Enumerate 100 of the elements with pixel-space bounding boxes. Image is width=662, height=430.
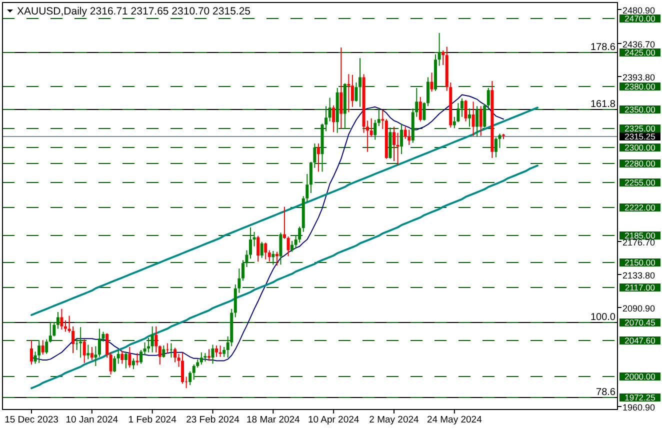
candlestick: [38, 340, 41, 364]
ref-line-label: 2255.00: [624, 177, 656, 188]
candlestick: [86, 344, 90, 360]
candlestick: [256, 235, 260, 262]
candlestick: [136, 352, 139, 366]
candlestick: [460, 98, 464, 118]
candlestick: [434, 54, 438, 92]
candlestick: [340, 46, 343, 129]
candlestick: [154, 326, 158, 353]
ref-line-label: 2350.00: [624, 104, 656, 114]
y-tick-label: 2480.90: [622, 6, 656, 16]
candlestick: [120, 350, 124, 364]
annotation: 178.6: [590, 42, 616, 53]
candlestick: [377, 107, 380, 126]
ref-line-label: 2070.45: [624, 317, 656, 328]
candlestick: [260, 241, 264, 258]
y-tick-label: 1960.90: [622, 402, 656, 413]
candlestick: [275, 251, 278, 266]
candlestick: [30, 340, 33, 366]
candlestick: [343, 82, 346, 130]
candlestick: [490, 80, 494, 158]
ref-line-label: 2222.00: [624, 202, 656, 212]
ref-line-label: 2280.00: [624, 158, 656, 168]
chart-title: XAUUSD,Daily 2316.71 2317.65 2310.70 2315.25: [17, 6, 251, 18]
candlestick: [381, 109, 384, 130]
y-tick-label: 2436.70: [622, 40, 656, 50]
y-tick-label: 2133.80: [622, 270, 656, 281]
candlestick: [170, 342, 173, 358]
ref-line-label: 2380.00: [624, 81, 656, 92]
candlestick: [143, 342, 146, 356]
candlestick: [94, 346, 98, 367]
ref-line-label: 2000.00: [624, 371, 656, 382]
candlestick: [350, 74, 354, 108]
ref-line-label: 2425.00: [624, 47, 656, 58]
ref-line-label: 2300.00: [624, 142, 656, 152]
line-series: [30, 164, 538, 390]
candlestick: [215, 344, 218, 358]
candlestick: [222, 346, 226, 358]
x-tick-label: 23 Feb 2024: [186, 414, 240, 426]
candlestick: [418, 96, 422, 122]
y-tick-label: 2176.70: [622, 238, 656, 248]
candlestick: [211, 344, 214, 364]
ref-line-label: 2325.00: [624, 123, 656, 134]
candlestick: [392, 126, 396, 162]
candlestick: [286, 236, 290, 257]
candlestick: [48, 321, 52, 343]
candlestick: [328, 97, 332, 122]
x-tick-label: 10 Apr 2024: [308, 414, 360, 426]
annotation: 161.8: [590, 99, 616, 110]
candlestick: [132, 358, 135, 370]
y-tick-label: 2090.90: [622, 304, 656, 314]
ref-line-label: 2470.00: [624, 13, 656, 24]
candlestick: [249, 226, 252, 260]
candlestick: [370, 118, 373, 138]
candlestick: [41, 340, 44, 356]
candlestick: [464, 100, 468, 122]
annotation: 78.6: [596, 387, 616, 398]
candlestick: [79, 326, 82, 358]
candlestick: [188, 370, 192, 386]
candlestick: [396, 132, 400, 166]
candlestick: [332, 104, 336, 133]
candlestick: [140, 350, 143, 364]
candlestick: [147, 337, 150, 353]
ref-line-label: 2117.00: [624, 282, 656, 292]
candlestick: [486, 87, 490, 110]
candlestick: [45, 338, 48, 354]
x-tick-label: 24 May 2024: [426, 414, 482, 426]
x-tick-label: 15 Dec 2023: [4, 414, 58, 426]
ref-line-label: 2315.25: [624, 131, 656, 142]
candlestick: [336, 87, 339, 134]
ref-line-label: 2185.00: [624, 230, 656, 240]
candlestick: [347, 74, 350, 113]
candlestick: [272, 250, 275, 266]
ref-line-label: 2047.60: [624, 335, 656, 346]
candlestick: [268, 250, 271, 262]
x-tick-label: 18 Mar 2024: [246, 414, 300, 426]
candlestick: [264, 242, 268, 260]
ref-line-label: 1972.25: [624, 392, 656, 402]
candlestick: [400, 123, 404, 155]
candlestick: [358, 58, 362, 108]
candlestick: [279, 232, 282, 266]
candlestick: [162, 344, 166, 358]
candlestick: [116, 350, 120, 364]
candlestick: [442, 50, 445, 66]
candlestick: [173, 347, 176, 363]
x-tick-label: 2 May 2024: [369, 414, 419, 426]
x-tick-label: 1 Feb 2024: [128, 414, 176, 426]
candlestick: [181, 352, 184, 384]
candlestick: [430, 72, 434, 92]
candlestick: [438, 32, 441, 66]
candlestick: [200, 352, 203, 366]
candlestick: [60, 308, 64, 330]
candlestick: [408, 129, 411, 146]
candlestick: [316, 143, 320, 172]
candlestick: [472, 101, 475, 136]
candlestick: [150, 326, 154, 353]
ref-line-label: 2150.00: [624, 257, 656, 268]
candlestick: [124, 351, 128, 369]
candlestick: [90, 346, 94, 360]
line-series: [30, 106, 538, 316]
